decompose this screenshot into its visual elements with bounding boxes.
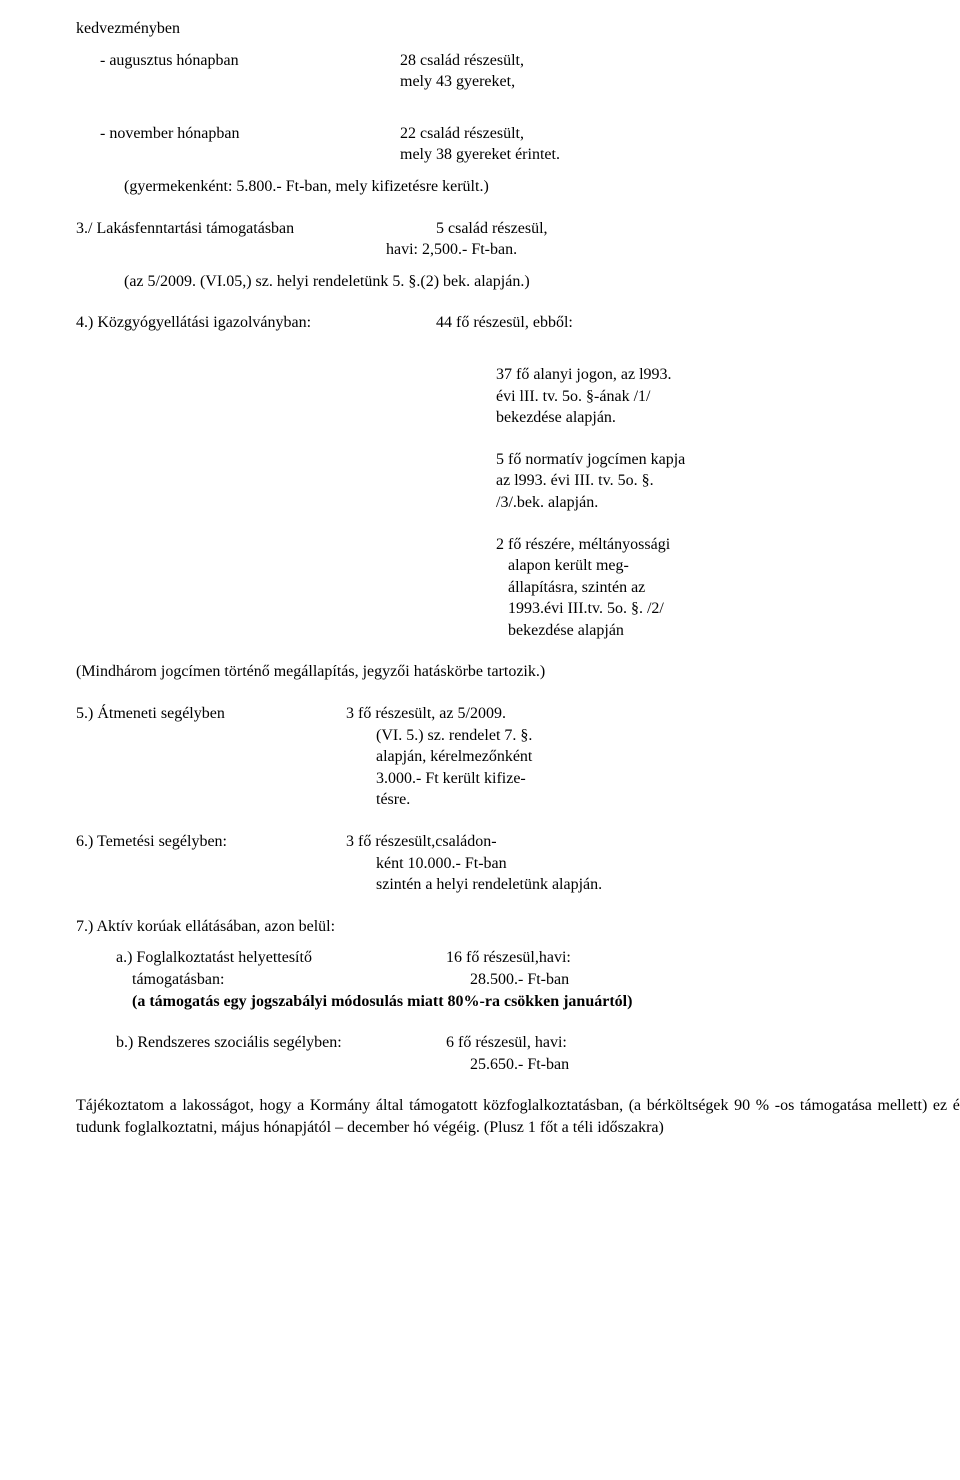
b5-2: az l993. évi III. tv. 5o. §.	[496, 470, 960, 492]
line-aktiv-koruak: 7.) Aktív korúak ellátásában, azon belül…	[76, 916, 960, 938]
rend-left: b.) Rendszeres szociális segélyben:	[116, 1032, 446, 1075]
b5-1: 5 fő normatív jogcímen kapja	[496, 449, 960, 471]
row-lakasfenntartasi: 3./ Lakásfenntartási támogatásban 5 csal…	[76, 218, 960, 261]
tem-r2: ként 10.000.- Ft-ban	[376, 853, 960, 875]
b37-2: évi lII. tv. 5o. §-ának /1/	[496, 386, 960, 408]
fog-r2: 28.500.- Ft-ban	[470, 969, 960, 991]
atm-right: 3 fő részesült, az 5/2009. (VI. 5.) sz. …	[346, 703, 960, 811]
aug-r2: mely 43 gyereket,	[400, 71, 960, 93]
lakas-right: 5 család részesül, havi: 2,500.- Ft-ban.	[376, 218, 960, 261]
nov-r1: 22 család részesült,	[400, 123, 960, 145]
kozgyogy-left: 4.) Közgyógyellátási igazolványban:	[76, 312, 436, 334]
fog-l2: támogatásban:	[132, 969, 446, 991]
fog-l1: a.) Foglalkoztatást helyettesítő	[116, 947, 446, 969]
atm-r2: (VI. 5.) sz. rendelet 7. §.	[376, 725, 960, 747]
b5-3: /3/.bek. alapján.	[496, 492, 960, 514]
kozgyogy-right: 44 fő részesül, ebből:	[436, 312, 960, 334]
atm-left: 5.) Átmeneti segélyben	[76, 703, 346, 811]
tem-r1: 3 fő részesült,családon-	[346, 831, 960, 853]
atm-r3: alapján, kérelmezőnként	[376, 746, 960, 768]
row-atmeneti: 5.) Átmeneti segélyben 3 fő részesült, a…	[76, 703, 960, 811]
line-tamogatas-bold: (a támogatás egy jogszabályi módosulás m…	[132, 991, 960, 1013]
line-gyermekenkent: (gyermekenként: 5.800.- Ft-ban, mely kif…	[124, 176, 960, 198]
row-temetesi: 6.) Temetési segélyben: 3 fő részesült,c…	[76, 831, 960, 896]
b37-3: bekezdése alapján.	[496, 407, 960, 429]
lakas-left: 3./ Lakásfenntartási támogatásban	[76, 218, 376, 261]
nov-right: 22 család részesült, mely 38 gyereket ér…	[400, 123, 960, 166]
atm-r1: 3 fő részesült, az 5/2009.	[346, 703, 960, 725]
row-augusztus: - augusztus hónapban 28 család részesült…	[76, 50, 960, 93]
b37-1: 37 fő alanyi jogon, az l993.	[496, 364, 960, 386]
line-kedvezmenyben: kedvezményben	[76, 18, 960, 40]
lakas-r2: havi: 2,500.- Ft-ban.	[386, 239, 960, 261]
tem-right: 3 fő részesült,családon- ként 10.000.- F…	[346, 831, 960, 896]
block-5fo: 5 fő normatív jogcímen kapja az l993. év…	[496, 449, 960, 514]
para-tajekoztatom: Tájékoztatom a lakosságot, hogy a Kormán…	[76, 1095, 960, 1138]
line-mindharom: (Mindhárom jogcímen történő megállapítás…	[76, 661, 960, 683]
line-az5-2009: (az 5/2009. (VI.05,) sz. helyi rendeletü…	[124, 271, 960, 293]
block-2fo: 2 fő részére, méltányossági alapon kerül…	[496, 534, 960, 642]
fog-left: a.) Foglalkoztatást helyettesítő támogat…	[116, 947, 446, 990]
block-37fo: 37 fő alanyi jogon, az l993. évi lII. tv…	[496, 364, 960, 429]
atm-r5: tésre.	[376, 789, 960, 811]
row-november: - november hónapban 22 család részesült,…	[76, 123, 960, 166]
fog-r1: 16 fő részesül,havi:	[446, 947, 960, 969]
rend-right: 6 fő részesül, havi: 25.650.- Ft-ban	[446, 1032, 960, 1075]
b2-2: alapon került meg-	[508, 555, 960, 577]
rend-r1: 6 fő részesül, havi:	[446, 1032, 960, 1054]
rend-r2: 25.650.- Ft-ban	[470, 1054, 960, 1076]
aug-left: - augusztus hónapban	[100, 50, 400, 93]
row-foglalkoztatast: a.) Foglalkoztatást helyettesítő támogat…	[116, 947, 960, 990]
aug-right: 28 család részesült, mely 43 gyereket,	[400, 50, 960, 93]
lakas-r1: 5 család részesül,	[436, 218, 960, 240]
atm-r4: 3.000.- Ft került kifize-	[376, 768, 960, 790]
row-rendszeres: b.) Rendszeres szociális segélyben: 6 fő…	[116, 1032, 960, 1075]
nov-left: - november hónapban	[100, 123, 400, 166]
aug-r1: 28 család részesült,	[400, 50, 960, 72]
b2-5: bekezdése alapján	[508, 620, 960, 642]
tem-left: 6.) Temetési segélyben:	[76, 831, 346, 896]
b2-1: 2 fő részére, méltányossági	[496, 534, 960, 556]
nov-r2: mely 38 gyereket érintet.	[400, 144, 960, 166]
tem-r3: szintén a helyi rendeletünk alapján.	[376, 874, 960, 896]
row-kozgyogy: 4.) Közgyógyellátási igazolványban: 44 f…	[76, 312, 960, 334]
fog-right: 16 fő részesül,havi: 28.500.- Ft-ban	[446, 947, 960, 990]
b2-4: 1993.évi III.tv. 5o. §. /2/	[508, 598, 960, 620]
b2-3: állapításra, szintén az	[508, 577, 960, 599]
